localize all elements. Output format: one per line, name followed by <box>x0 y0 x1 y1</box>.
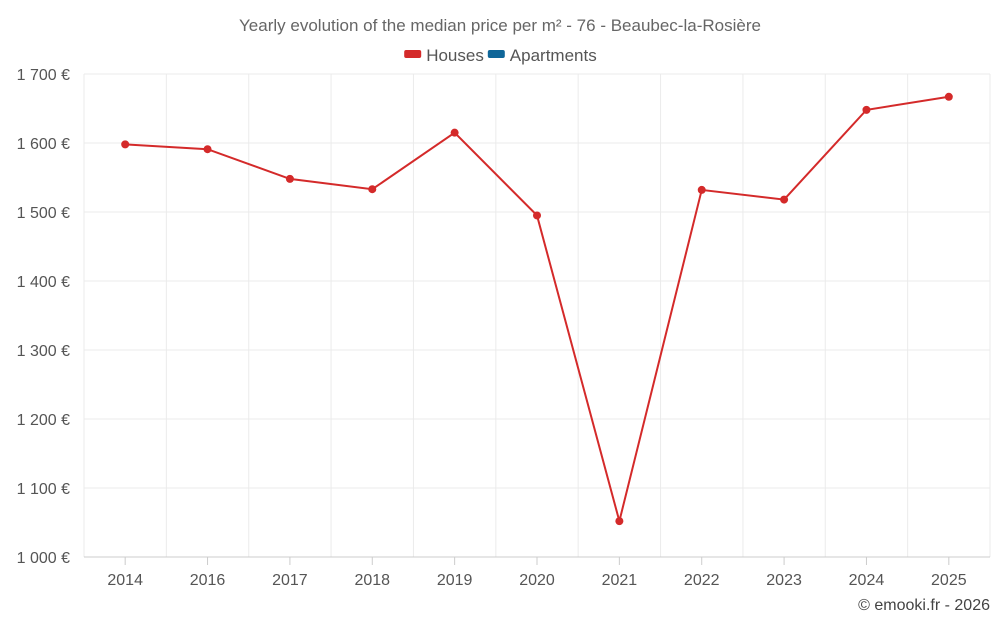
legend-swatch <box>404 50 422 58</box>
x-tick-label: 2020 <box>519 572 555 589</box>
data-point[interactable] <box>862 105 871 114</box>
data-point[interactable] <box>944 92 953 101</box>
y-tick-label: 1 700 € <box>17 67 70 84</box>
x-tick-label: 2014 <box>107 572 143 589</box>
x-tick-label: 2016 <box>190 572 226 589</box>
y-tick-label: 1 100 € <box>17 481 70 498</box>
series-layer <box>121 92 953 526</box>
y-tick-label: 1 000 € <box>17 550 70 567</box>
y-axis: 1 000 € 1 100 € 1 200 € 1 300 € 1 400 € 1 500… <box>17 67 70 567</box>
y-tick-label: 1 600 € <box>17 136 70 153</box>
data-point[interactable] <box>780 195 789 204</box>
data-point[interactable] <box>615 517 624 526</box>
y-tick-label: 1 500 € <box>17 205 70 222</box>
chart-title: Yearly evolution of the median price per… <box>239 16 761 35</box>
x-tick-label: 2024 <box>849 572 885 589</box>
legend-item-apartments[interactable]: Apartments <box>487 46 597 65</box>
data-point[interactable] <box>285 174 294 183</box>
data-point[interactable] <box>450 128 459 137</box>
data-point[interactable] <box>203 145 212 154</box>
x-tick-label: 2023 <box>766 572 802 589</box>
grid <box>83 73 991 557</box>
legend-swatch <box>487 50 505 58</box>
x-tick-label: 2025 <box>931 572 967 589</box>
legend-item-houses[interactable]: Houses <box>404 46 484 65</box>
y-tick-label: 1 300 € <box>17 343 70 360</box>
credit-text: © emooki.fr - 2026 <box>858 597 990 614</box>
legend: Houses Apartments <box>404 46 597 65</box>
x-tick-label: 2018 <box>354 572 390 589</box>
legend-label: Apartments <box>510 46 597 65</box>
data-point[interactable] <box>121 140 130 149</box>
legend-label: Houses <box>426 46 484 65</box>
x-tick-label: 2019 <box>437 572 473 589</box>
x-tick-label: 2021 <box>602 572 638 589</box>
y-tick-label: 1 200 € <box>17 412 70 429</box>
y-tick-label: 1 400 € <box>17 274 70 291</box>
x-axis: 2014 2016 2017 2018 2019 2020 2021 2022 2023 2024… <box>84 556 990 589</box>
data-point[interactable] <box>697 185 706 194</box>
x-tick-label: 2022 <box>684 572 720 589</box>
data-point[interactable] <box>533 211 541 220</box>
x-tick-label: 2017 <box>272 572 308 589</box>
data-point[interactable] <box>368 185 377 194</box>
